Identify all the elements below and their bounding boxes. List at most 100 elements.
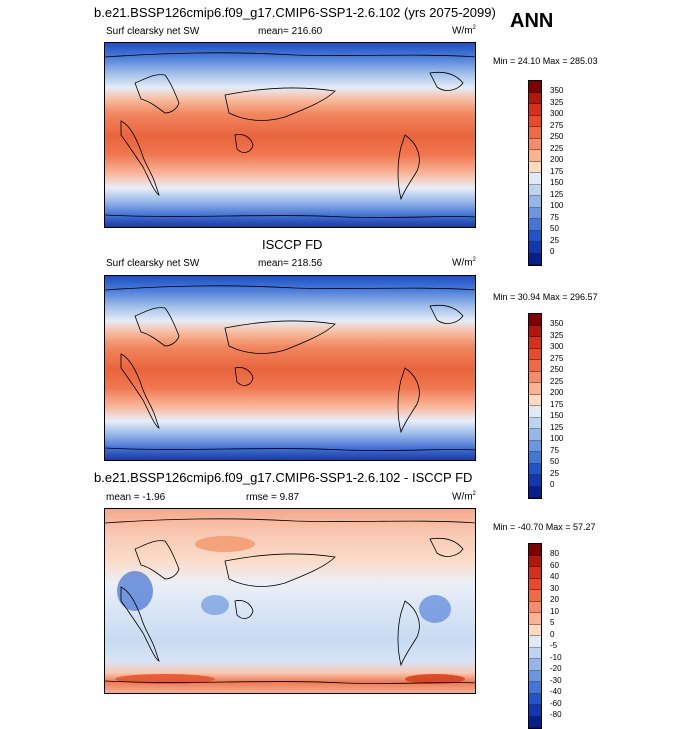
colorbar-tick-label: 325 (550, 330, 564, 340)
colorbar-tick-label: 275 (550, 120, 564, 130)
colorbar-tick-label: 25 (550, 468, 559, 478)
colorbar-cell (529, 463, 541, 475)
obs-minmax-label: Min = 30.94 Max = 296.57 (493, 292, 598, 302)
colorbar-cell (529, 104, 541, 116)
colorbar-tick-label: 0 (550, 629, 555, 639)
model-variable-label: Surf clearsky net SW (106, 26, 200, 37)
colorbar-tick-label: -60 (550, 698, 562, 708)
colorbar-cell (529, 475, 541, 487)
colorbar-cell (529, 705, 541, 717)
diff-mean-label: mean = -1.96 (106, 492, 166, 503)
colorbar-tick-label: 150 (550, 178, 564, 187)
model-map (104, 42, 476, 228)
colorbar-cell (529, 578, 541, 590)
diff-anomaly-patches (115, 536, 465, 684)
colorbar-tick-label: 30 (550, 583, 559, 593)
model-units-label: W/m2 (452, 25, 476, 37)
colorbar-cell (529, 624, 541, 636)
model-colorbar (528, 80, 542, 266)
diff-map (104, 508, 476, 694)
colorbar-cell (529, 314, 541, 326)
colorbar-tick-label: 350 (550, 319, 564, 328)
colorbar-cell (529, 337, 541, 349)
colorbar-cell (529, 127, 541, 139)
colorbar-tick-label: -30 (550, 675, 562, 685)
colorbar-tick-label: 80 (550, 549, 559, 558)
season-label: ANN (510, 10, 554, 32)
colorbar-cell (529, 601, 541, 613)
colorbar-tick-label: 75 (550, 445, 559, 455)
model-mean-label: mean= 216.60 (258, 26, 323, 37)
colorbar-tick-label: 100 (550, 434, 564, 443)
colorbar-cell (529, 348, 541, 360)
colorbar-cell (529, 590, 541, 602)
diff-rmse-label: rmse = 9.87 (246, 492, 300, 503)
colorbar-cell (529, 230, 541, 242)
colorbar-tick-label: 40 (550, 572, 559, 581)
colorbar-cell (529, 682, 541, 694)
colorbar-cell (529, 115, 541, 127)
colorbar-tick-label: 175 (550, 166, 564, 176)
colorbar-cell (529, 92, 541, 104)
colorbar-cell (529, 440, 541, 452)
colorbar-tick-label: 10 (550, 606, 559, 616)
colorbar-cell (529, 659, 541, 671)
colorbar-cell (529, 371, 541, 383)
colorbar-tick-label: -40 (550, 687, 562, 696)
model-minmax-label: Min = 24.10 Max = 285.03 (493, 56, 598, 66)
colorbar-cell (529, 360, 541, 372)
colorbar-tick-label: 225 (550, 376, 564, 386)
colorbar-tick-label: 25 (550, 235, 559, 245)
colorbar-tick-label: 300 (550, 342, 564, 351)
model-colorbar-labels: 350 325 300 275 250 225 200 175 150 125 100 75 50 25 0 (550, 85, 563, 258)
colorbar-tick-label: 0 (550, 480, 555, 489)
colorbar-cell (529, 196, 541, 208)
colorbar-cell (529, 636, 541, 648)
obs-map (104, 275, 476, 461)
diff-minmax-label: Min = -40.70 Max = 57.27 (493, 522, 596, 532)
obs-units-label: W/m2 (452, 257, 476, 269)
colorbar-cell (529, 138, 541, 150)
colorbar-cell (529, 219, 541, 231)
colorbar-tick-label: 250 (550, 365, 564, 374)
colorbar-cell (529, 613, 541, 625)
colorbar-tick-label: 20 (550, 595, 559, 604)
colorbar-tick-label: 0 (550, 247, 555, 256)
colorbar-cell (529, 670, 541, 682)
diff-units-label: W/m2 (452, 491, 476, 503)
obs-colorbar (528, 313, 542, 499)
colorbar-cell (529, 242, 541, 254)
colorbar-tick-label: 150 (550, 411, 564, 420)
colorbar-tick-label: -5 (550, 641, 558, 650)
colorbar-cell (529, 253, 541, 265)
colorbar-cell (529, 716, 541, 728)
colorbar-tick-label: 50 (550, 457, 559, 466)
colorbar-tick-label: 175 (550, 399, 564, 409)
colorbar-tick-label: -10 (550, 652, 562, 662)
colorbar-cell (529, 406, 541, 418)
colorbar-tick-label: 5 (550, 618, 555, 627)
colorbar-cell (529, 486, 541, 498)
diff-coastlines (105, 518, 475, 684)
colorbar-cell (529, 394, 541, 406)
colorbar-tick-label: 325 (550, 97, 564, 107)
colorbar-tick-label: 125 (550, 189, 564, 199)
colorbar-cell (529, 647, 541, 659)
colorbar-cell (529, 207, 541, 219)
obs-panel-title: ISCCP FD (262, 237, 323, 252)
diff-colorbar-labels: 80 60 40 30 20 10 5 0 -5 -10 -20 -30 -40 -60 -80 (550, 548, 562, 721)
obs-colorbar-labels: 350 325 300 275 250 225 200 175 150 125 100 75 50 25 0 (550, 318, 563, 491)
colorbar-cell (529, 383, 541, 395)
colorbar-tick-label: 200 (550, 388, 564, 397)
colorbar-cell (529, 325, 541, 337)
colorbar-tick-label: -80 (550, 710, 562, 719)
colorbar-tick-label: 225 (550, 143, 564, 153)
diff-colorbar (528, 543, 542, 729)
colorbar-tick-label: 300 (550, 109, 564, 118)
colorbar-cell (529, 544, 541, 556)
colorbar-tick-label: 60 (550, 560, 559, 570)
colorbar-cell (529, 161, 541, 173)
colorbar-cell (529, 184, 541, 196)
colorbar-tick-label: 75 (550, 212, 559, 222)
colorbar-cell (529, 429, 541, 441)
